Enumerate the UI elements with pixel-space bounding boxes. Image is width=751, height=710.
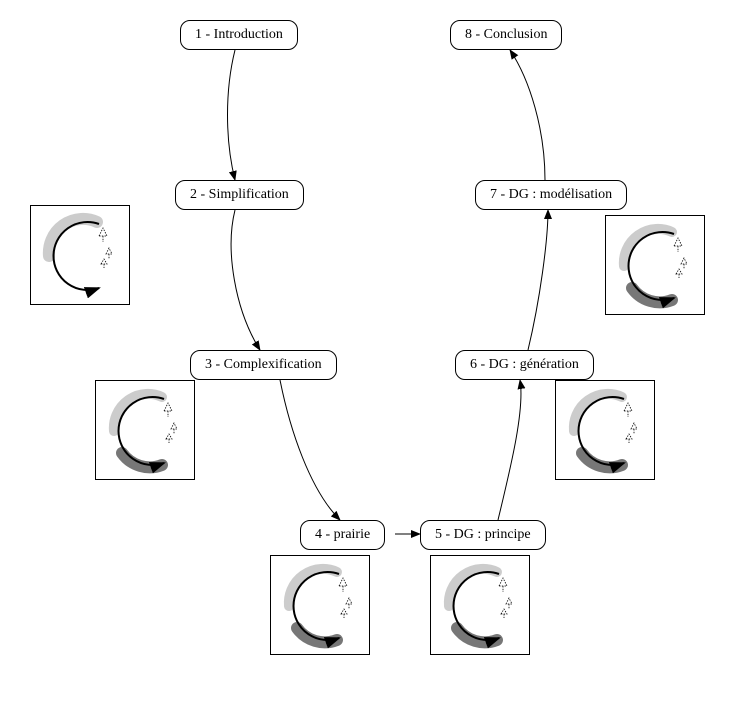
node-n5: 5 - DG : principe [420, 520, 546, 550]
node-label: 2 - Simplification [190, 187, 289, 202]
edge-n3-n4 [280, 380, 340, 520]
node-n2: 2 - Simplification [175, 180, 304, 210]
node-n3: 3 - Complexification [190, 350, 337, 380]
node-n8: 8 - Conclusion [450, 20, 562, 50]
node-n7: 7 - DG : modélisation [475, 180, 627, 210]
cycle-thumbnail [555, 380, 655, 480]
cycle-icon [556, 381, 656, 481]
node-n6: 6 - DG : génération [455, 350, 594, 380]
edge-n5-n6 [498, 380, 521, 520]
node-label: 5 - DG : principe [435, 527, 531, 542]
cycle-thumbnail [30, 205, 130, 305]
node-label: 7 - DG : modélisation [490, 187, 612, 202]
edge-n7-n8 [510, 50, 545, 180]
cycle-thumbnail [95, 380, 195, 480]
edge-n1-n2 [228, 50, 236, 180]
node-n4: 4 - prairie [300, 520, 385, 550]
node-label: 1 - Introduction [195, 27, 283, 42]
cycle-icon [431, 556, 531, 656]
cycle-icon [31, 206, 131, 306]
cycle-thumbnail [270, 555, 370, 655]
edge-n2-n3 [231, 210, 260, 350]
node-n1: 1 - Introduction [180, 20, 298, 50]
node-label: 8 - Conclusion [465, 27, 547, 42]
edge-layer [0, 0, 751, 710]
node-label: 4 - prairie [315, 527, 370, 542]
cycle-thumbnail [430, 555, 530, 655]
cycle-icon [271, 556, 371, 656]
cycle-thumbnail [605, 215, 705, 315]
node-label: 3 - Complexification [205, 357, 322, 372]
cycle-icon [606, 216, 706, 316]
node-label: 6 - DG : génération [470, 357, 579, 372]
edge-n6-n7 [528, 210, 548, 350]
cycle-icon [96, 381, 196, 481]
